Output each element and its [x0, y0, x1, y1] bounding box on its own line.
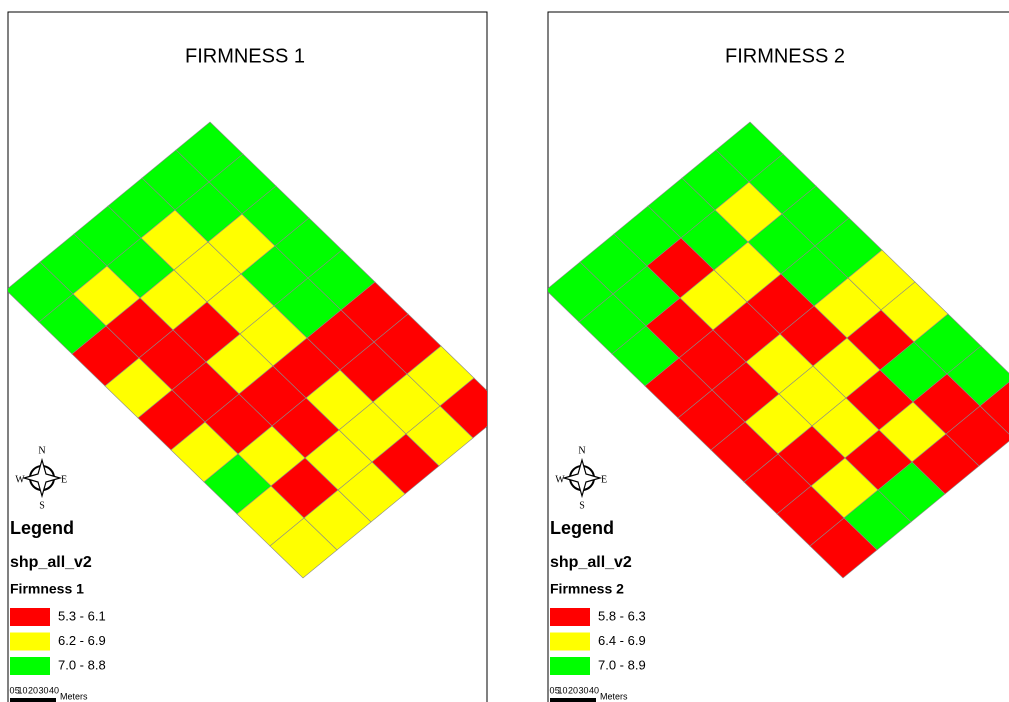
field-grid [548, 121, 1009, 579]
map-title: FIRMNESS 2 [725, 45, 845, 67]
legend-label: 6.2 - 6.9 [58, 633, 106, 648]
compass-s: S [39, 500, 45, 511]
compass-w: W [15, 474, 25, 485]
legend-title: Legend [10, 518, 74, 538]
scale-label: 5 [15, 685, 20, 695]
legend-layer: shp_all_v2 [10, 554, 92, 571]
compass-w: W [555, 474, 565, 485]
legend-label: 5.3 - 6.1 [58, 608, 106, 623]
scale-label: 30 [578, 685, 588, 695]
map-panel: FIRMNESS 2 N S E W Legend shp_all_v2 Firmness 2… [547, 11, 1009, 702]
field-cell [269, 517, 338, 579]
legend-label: 7.0 - 8.9 [598, 657, 646, 672]
scale-label: 30 [38, 685, 48, 695]
legend-label: 7.0 - 8.8 [58, 657, 106, 672]
scale-label: 10 [17, 685, 27, 695]
compass-e: E [601, 474, 607, 485]
compass-e: E [61, 474, 67, 485]
map-panel: FIRMNESS 1 N S E W Legend shp_all_v2 Firmness 1… [7, 11, 488, 702]
legend-swatch [10, 657, 50, 675]
compass-star [21, 457, 63, 499]
legend-label: 5.8 - 6.3 [598, 608, 646, 623]
scale-unit: Meters [600, 691, 628, 701]
legend-swatch [550, 632, 590, 651]
scale-bar [10, 698, 56, 702]
field-grid [8, 121, 487, 579]
scale-label: 0 [9, 685, 14, 695]
compass-star [561, 457, 603, 499]
compass-s: S [579, 500, 585, 511]
field-cell [809, 517, 878, 579]
panel-frame [547, 11, 1009, 702]
scale-label: 20 [28, 685, 38, 695]
scale-label: 10 [557, 685, 567, 695]
scale-label: 20 [568, 685, 578, 695]
scale-bar [550, 698, 596, 702]
scale-label: 0 [549, 685, 554, 695]
field-cell [979, 381, 1009, 435]
legend-field: Firmness 2 [550, 581, 624, 597]
panel-frame [7, 11, 488, 702]
legend-title: Legend [550, 518, 614, 538]
legend-swatch [10, 608, 50, 626]
scale-label: 40 [589, 685, 599, 695]
scale-unit: Meters [60, 691, 88, 701]
scale-label: 40 [49, 685, 59, 695]
map-title: FIRMNESS 1 [185, 45, 305, 67]
scale-label: 5 [555, 685, 560, 695]
legend-swatch [550, 608, 590, 626]
legend-label: 6.4 - 6.9 [598, 633, 646, 648]
compass-n: N [38, 445, 45, 456]
legend-swatch [10, 632, 50, 651]
legend-layer: shp_all_v2 [550, 554, 632, 571]
legend-field: Firmness 1 [10, 581, 84, 597]
legend-swatch [550, 657, 590, 675]
compass-n: N [578, 445, 585, 456]
